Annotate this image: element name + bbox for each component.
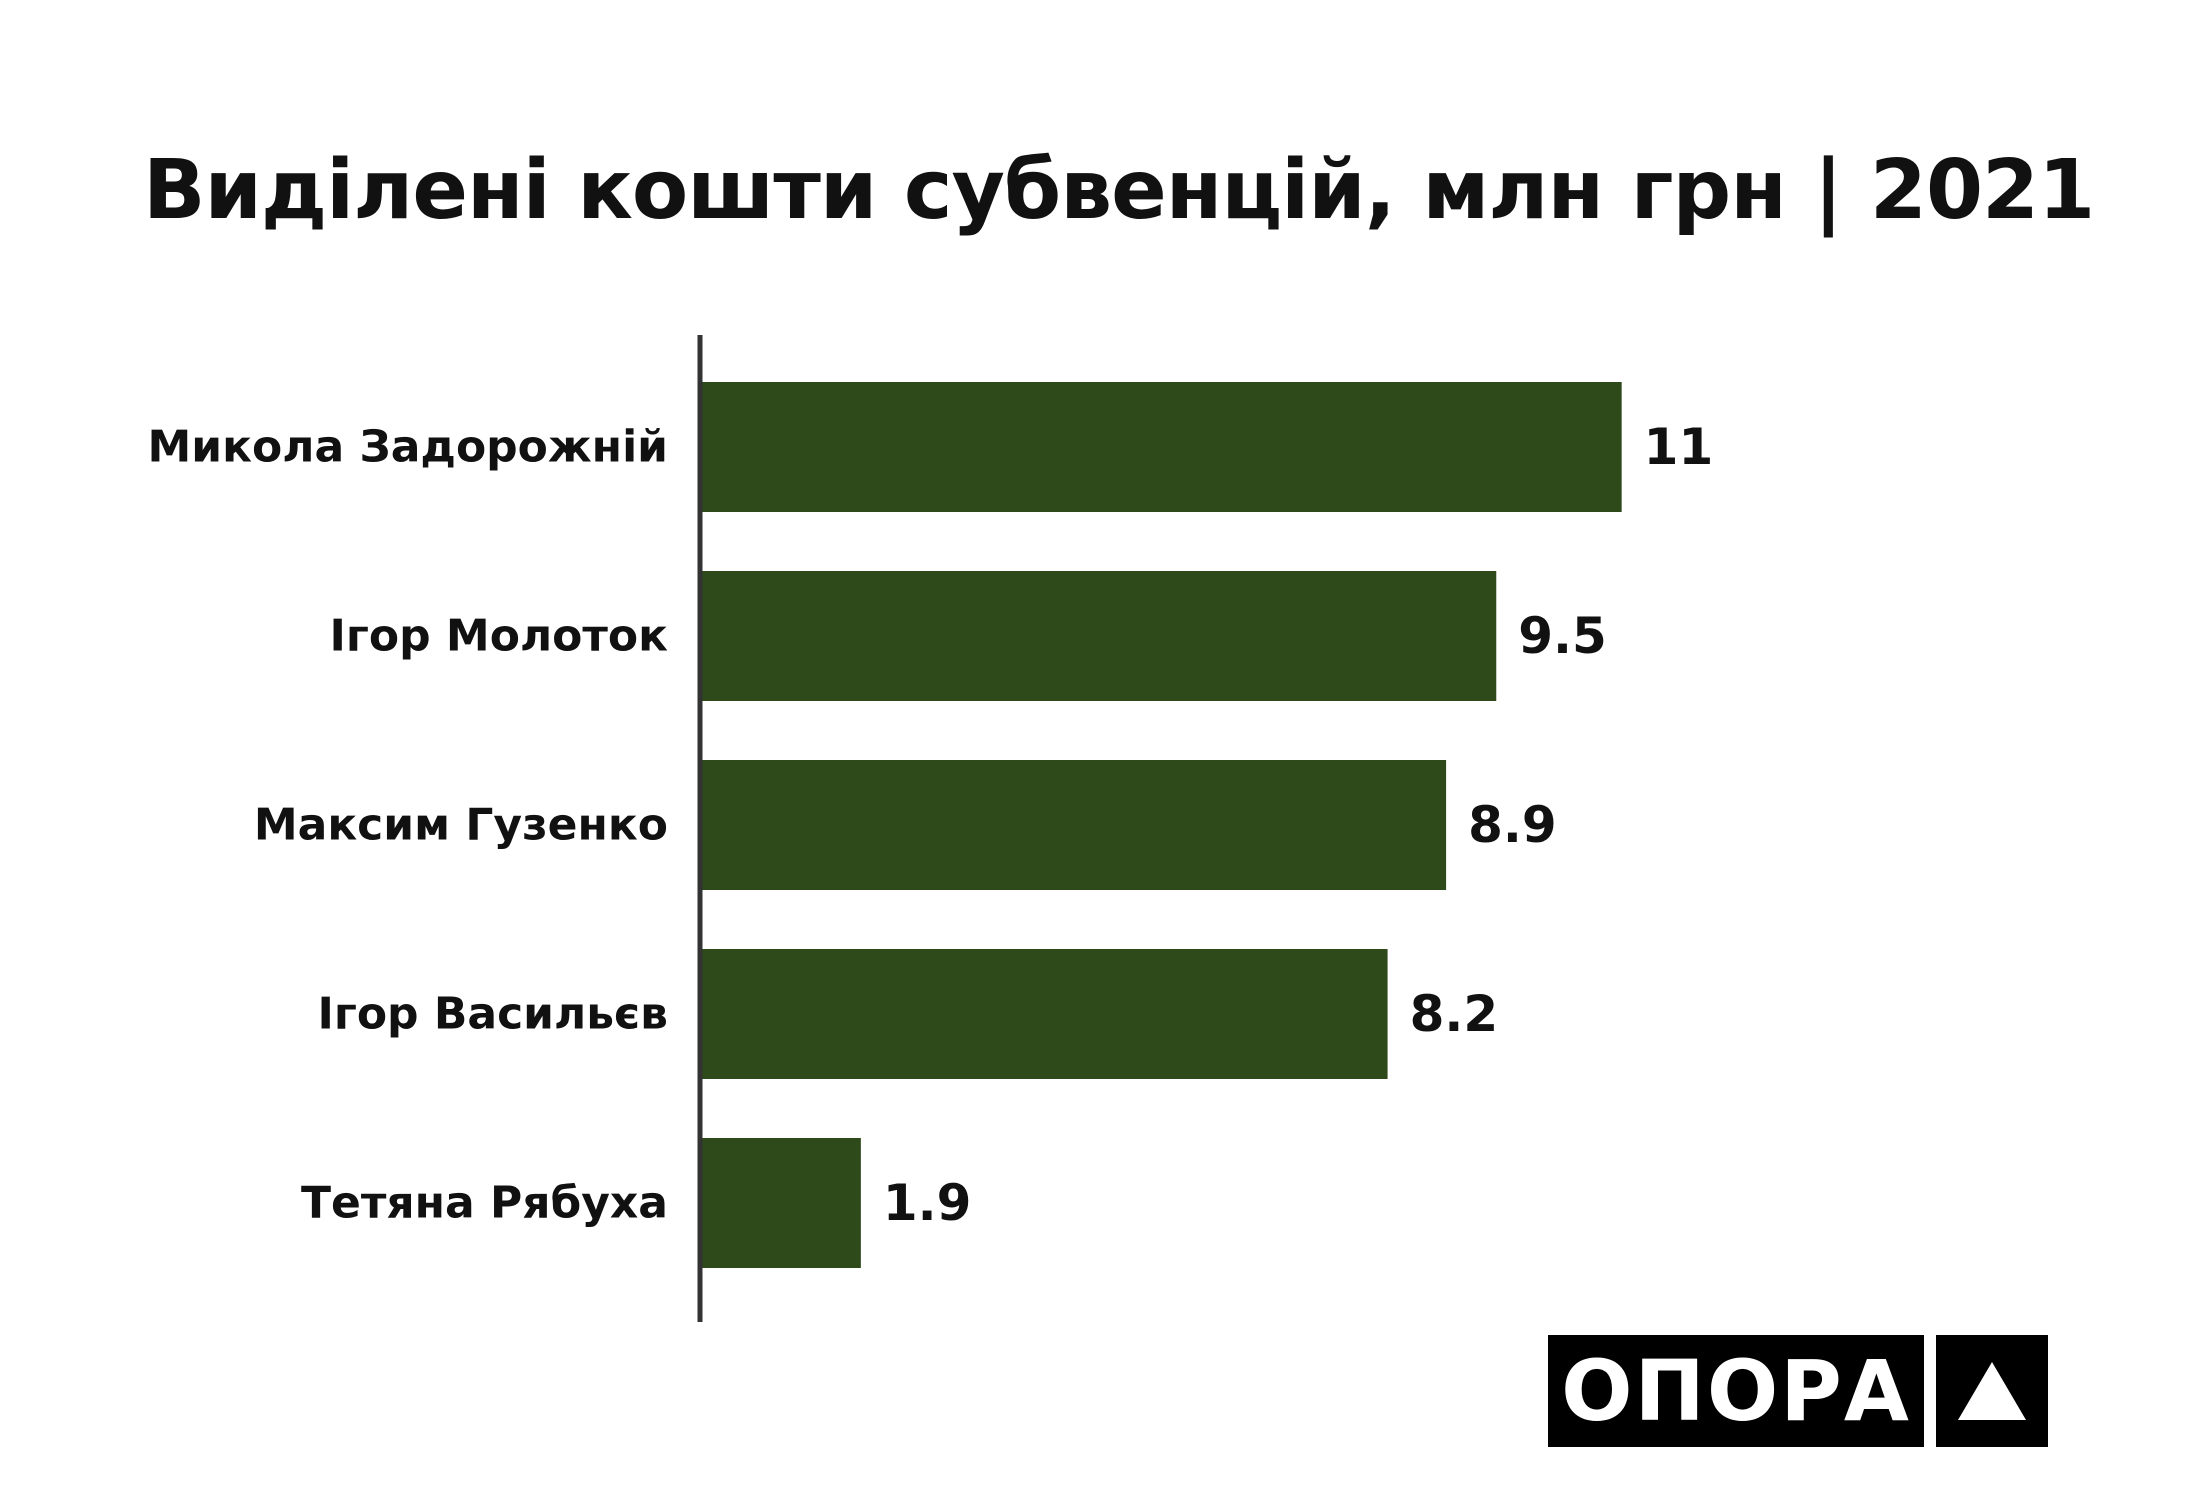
category-label-0: Микола Задорожній bbox=[148, 422, 668, 473]
value-label-2: 8.9 bbox=[1468, 796, 1557, 854]
bar-3 bbox=[702, 949, 1388, 1079]
bar-2 bbox=[702, 760, 1447, 890]
category-label-4: Тетяна Рябуха bbox=[301, 1178, 668, 1229]
triangle-icon bbox=[1936, 1335, 2048, 1447]
opora-logo: ОПОРА bbox=[1548, 1335, 2048, 1447]
bar-4 bbox=[702, 1138, 861, 1268]
category-label-1: Ігор Молоток bbox=[330, 611, 669, 662]
bars-group bbox=[702, 382, 1622, 1268]
triangle-icon-svg bbox=[1958, 1362, 2026, 1420]
category-label-2: Максим Гузенко bbox=[254, 800, 668, 851]
value-label-3: 8.2 bbox=[1410, 985, 1499, 1043]
value-label-1: 9.5 bbox=[1518, 607, 1607, 665]
value-labels: 11 9.5 8.9 8.2 1.9 bbox=[883, 418, 1713, 1232]
chart-title: Виділені кошти субвенцій, млн грн | 2021 bbox=[143, 143, 2095, 238]
bar-1 bbox=[702, 571, 1497, 701]
bar-0 bbox=[702, 382, 1622, 512]
category-label-3: Ігор Васильєв bbox=[317, 989, 668, 1040]
logo-text: ОПОРА bbox=[1548, 1335, 1924, 1447]
value-label-4: 1.9 bbox=[883, 1174, 972, 1232]
category-labels: Микола Задорожній Ігор Молоток Максим Гузе… bbox=[148, 422, 669, 1229]
value-label-0: 11 bbox=[1644, 418, 1714, 476]
